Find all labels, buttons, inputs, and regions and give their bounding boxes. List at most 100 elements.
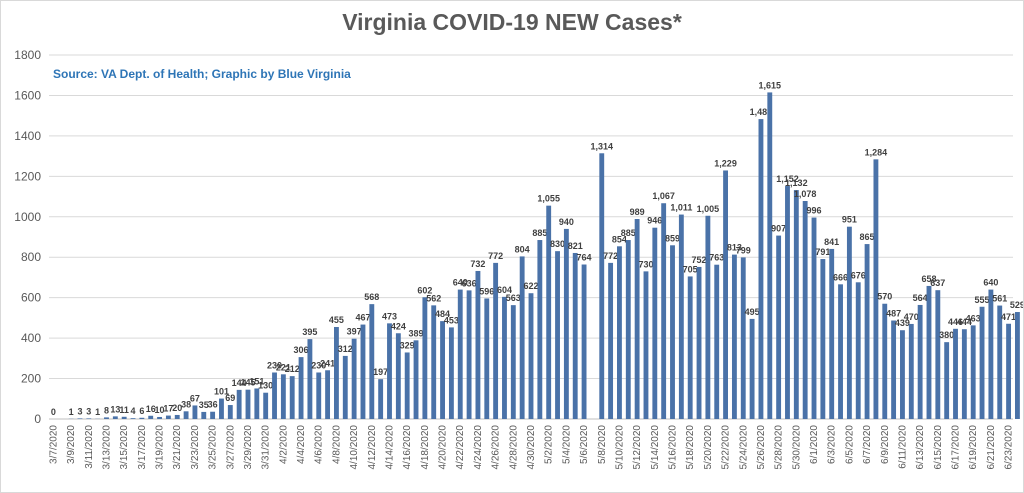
bar: [908, 323, 914, 419]
bar: [201, 411, 207, 419]
bar: [873, 159, 879, 419]
bar: [325, 370, 331, 419]
data-label: 3: [77, 406, 82, 416]
bar: [846, 226, 852, 419]
data-label: 4: [131, 406, 136, 416]
bar: [997, 305, 1003, 419]
data-label: 13: [110, 404, 120, 414]
x-tick-label: 5/4/2020: [561, 425, 572, 464]
bar: [174, 414, 180, 419]
data-label: 10: [155, 405, 165, 415]
bar: [979, 306, 985, 419]
data-label: 151: [249, 376, 264, 386]
bar: [431, 305, 437, 419]
x-tick-label: 5/18/2020: [685, 425, 696, 470]
data-label: 0: [51, 407, 56, 417]
bar: [413, 340, 419, 419]
bar: [502, 296, 507, 419]
bar: [360, 324, 366, 419]
data-label: 1: [95, 407, 100, 417]
x-tick-label: 4/22/2020: [455, 425, 466, 470]
bar: [422, 297, 428, 419]
bar: [537, 240, 543, 419]
x-tick-label: 4/30/2020: [526, 425, 537, 470]
bar: [731, 254, 737, 419]
y-tick-label: 1800: [14, 48, 41, 62]
bar: [749, 318, 755, 419]
bar: [307, 339, 313, 419]
x-tick-label: 3/13/2020: [101, 425, 112, 470]
data-label: 484: [435, 309, 450, 319]
data-label: 38: [181, 399, 191, 409]
data-label: 1,284: [865, 147, 888, 157]
x-tick-label: 5/22/2020: [721, 425, 732, 470]
data-label: 529: [1010, 300, 1023, 310]
data-label: 940: [559, 217, 574, 227]
bar: [900, 330, 905, 419]
bar: [157, 416, 162, 419]
data-label: 732: [470, 259, 485, 269]
data-label: 221: [276, 362, 291, 372]
bar: [714, 264, 720, 419]
data-label: 1: [69, 407, 74, 417]
data-label: 473: [382, 311, 397, 321]
bar: [793, 190, 799, 419]
bar: [121, 416, 127, 419]
data-label: 1,615: [759, 80, 782, 90]
bar: [130, 418, 136, 419]
data-label: 640: [453, 278, 468, 288]
data-label: 563: [506, 293, 521, 303]
x-tick-label: 4/6/2020: [314, 425, 325, 464]
data-label: 424: [391, 321, 406, 331]
bar: [298, 357, 304, 419]
data-label: 604: [497, 285, 512, 295]
bar: [926, 285, 932, 419]
x-tick-label: 4/26/2020: [491, 425, 502, 470]
data-label: 885: [532, 228, 547, 238]
data-label: 636: [462, 278, 477, 288]
data-label: 329: [400, 340, 415, 350]
bar: [466, 290, 472, 419]
x-tick-label: 4/8/2020: [331, 425, 342, 464]
bar: [316, 372, 322, 419]
data-label: 676: [851, 270, 866, 280]
data-label: 463: [966, 313, 981, 323]
x-tick-label: 3/19/2020: [155, 425, 166, 470]
x-tick-label: 4/28/2020: [508, 425, 519, 470]
data-label: 439: [895, 318, 910, 328]
bar: [935, 290, 941, 419]
data-label: 446: [948, 317, 963, 327]
data-label: 568: [364, 292, 379, 302]
data-label: 1,055: [537, 194, 560, 204]
data-label: 772: [488, 251, 503, 261]
bar: [855, 282, 861, 419]
bar: [767, 92, 773, 420]
data-label: 455: [329, 315, 344, 325]
data-label: 397: [347, 327, 362, 337]
data-label: 8: [104, 405, 109, 415]
y-tick-label: 1200: [14, 169, 41, 183]
bar: [165, 415, 171, 419]
y-tick-label: 200: [21, 372, 41, 386]
bar: [104, 417, 109, 419]
bar: [670, 245, 675, 419]
x-tick-label: 6/17/2020: [951, 425, 962, 470]
x-tick-label: 4/18/2020: [420, 425, 431, 470]
y-tick-label: 1400: [14, 129, 41, 143]
bar: [687, 276, 693, 419]
data-label: 230: [267, 360, 282, 370]
data-label: 764: [577, 253, 592, 263]
x-tick-label: 3/25/2020: [208, 425, 219, 470]
data-label: 101: [214, 387, 229, 397]
bar: [112, 416, 118, 419]
x-tick-label: 4/2/2020: [278, 425, 289, 464]
data-label: 1,152: [776, 174, 799, 184]
bar: [661, 203, 667, 419]
bar: [519, 256, 525, 419]
data-label: 555: [975, 295, 990, 305]
data-label: 821: [568, 241, 583, 251]
data-label: 841: [824, 237, 839, 247]
data-label: 1,132: [785, 178, 808, 188]
